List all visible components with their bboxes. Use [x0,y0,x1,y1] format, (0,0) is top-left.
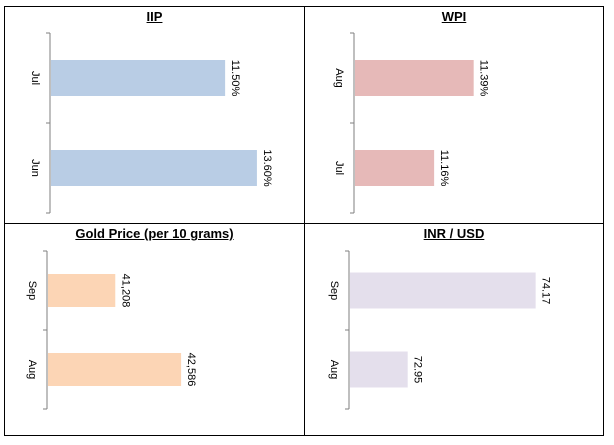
category-tick-label: Sep [26,281,38,301]
data-label: 11.39% [478,60,490,97]
bar [48,274,116,307]
bar [51,150,257,186]
category-tick-label: Aug [333,68,345,88]
panel-title: INR / USD [423,226,485,241]
panel-title: IIP [146,9,163,24]
data-label: 13.60% [261,149,273,187]
category-tick-label: Aug [328,360,340,380]
bar [51,60,226,96]
iip-chart: Jul 11.50% Jun 13.60% [29,32,273,214]
panel-title: Gold Price (per 10 grams) [75,226,234,241]
data-label: 74.17 [540,277,552,305]
bar [350,272,536,309]
data-label: 11.50% [229,60,241,97]
inr-usd-chart: Sep 74.17 Aug 72.95 [328,250,552,410]
panel-title: WPI [441,9,467,24]
bar [350,351,408,388]
category-tick-label: Sep [328,281,340,301]
panel-wpi: WPI Aug 11.39% Jul 11.16% [305,7,603,223]
data-label: 11.16% [438,150,450,187]
panel-gold-price: Gold Price (per 10 grams) Sep 41,208 Aug 42… [5,224,304,435]
bar [355,60,474,96]
grid-vertical-divider [304,7,305,435]
gold-price-chart: Sep 41,208 Aug 42,586 [26,250,197,410]
panel-iip: IIP Jul 11.50% Jun 13.60% [5,7,304,223]
grid-horizontal-divider [5,223,603,224]
category-tick-label: Jul [333,161,345,175]
category-tick-label: Jul [29,71,41,85]
category-tick-label: Jun [29,159,41,177]
bar [48,353,182,386]
data-label: 72.95 [412,356,424,384]
data-label: 42,586 [185,353,197,387]
bar [355,150,435,186]
wpi-chart: Aug 11.39% Jul 11.16% [333,32,490,214]
data-label: 41,208 [119,274,131,308]
category-tick-label: Aug [26,360,38,380]
chart-grid: IIP Jul 11.50% Jun 13.60% WPI Aug 11.39% Jul 1… [4,6,604,436]
panel-inr-usd: INR / USD Sep 74.17 Aug 72.95 [305,224,603,435]
